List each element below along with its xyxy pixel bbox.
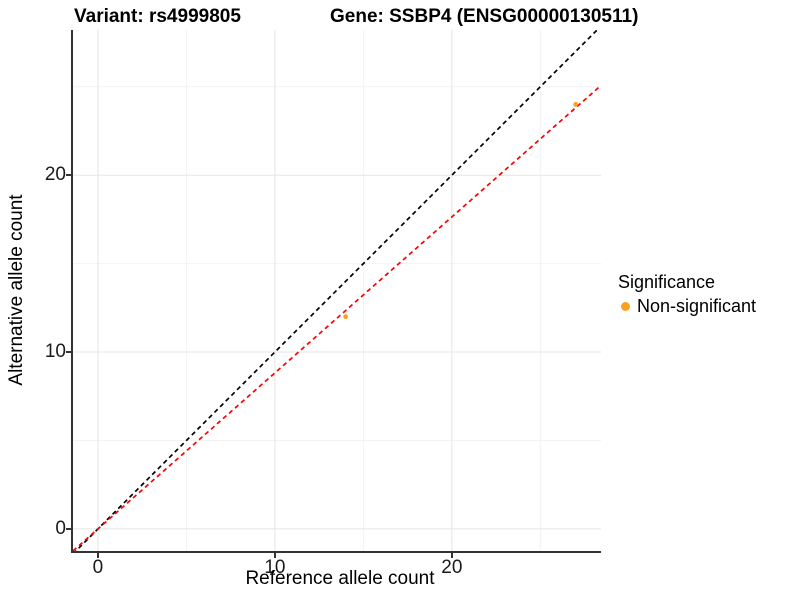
plot-title-variant: Variant: rs4999805 xyxy=(74,6,241,27)
x-tick-mark xyxy=(273,553,276,558)
y-tick-label: 20 xyxy=(44,164,66,186)
legend-item: Non-significant xyxy=(618,296,756,317)
legend: Significance Non-significant xyxy=(618,272,756,317)
y-tick-label: 0 xyxy=(55,517,66,539)
regression-line xyxy=(73,84,601,551)
legend-title: Significance xyxy=(618,272,716,292)
x-tick-mark xyxy=(96,553,99,558)
data-point xyxy=(573,102,579,107)
y-tick-mark xyxy=(66,174,71,177)
y-axis-title: Alternative allele count xyxy=(6,194,27,386)
y-tick-mark xyxy=(66,527,71,530)
x-axis-line xyxy=(71,551,601,553)
chart-canvas xyxy=(73,30,601,551)
legend-item-label: Non-significant xyxy=(637,296,757,316)
data-point xyxy=(343,314,349,320)
y-tick-mark xyxy=(66,351,71,354)
x-tick-label: 20 xyxy=(441,557,463,578)
y-tick-label: 10 xyxy=(44,341,66,363)
orange-dot-icon xyxy=(621,302,630,311)
plot-panel xyxy=(73,30,601,551)
identity-line xyxy=(74,30,599,551)
x-tick-mark xyxy=(450,553,453,558)
x-axis-title: Reference allele count xyxy=(245,568,435,589)
plot-title-gene: Gene: SSBP4 (ENSG00000130511) xyxy=(330,6,639,27)
x-tick-label: 0 xyxy=(92,557,104,578)
x-tick-label: 10 xyxy=(264,557,286,578)
y-axis-line xyxy=(71,30,73,553)
